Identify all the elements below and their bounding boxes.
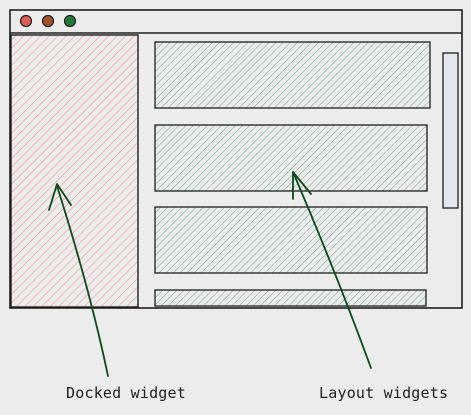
docked-widget [10,34,139,308]
maximize-dot[interactable] [63,14,77,28]
docked-widget-label: Docked widget [66,384,186,402]
layout-widget [154,41,431,109]
layout-arrowhead [292,171,312,200]
minimize-dot[interactable] [41,14,55,28]
docked-arrowhead [48,183,72,211]
layout-widget [154,206,428,274]
close-dot[interactable] [19,14,33,28]
scrollbar[interactable] [442,52,459,209]
docked-arrow [56,185,109,377]
layout-arrow [292,171,372,369]
layout-widgets-label: Layout widgets [319,384,449,402]
layout-widget [154,124,428,192]
layout-widget [154,289,427,307]
